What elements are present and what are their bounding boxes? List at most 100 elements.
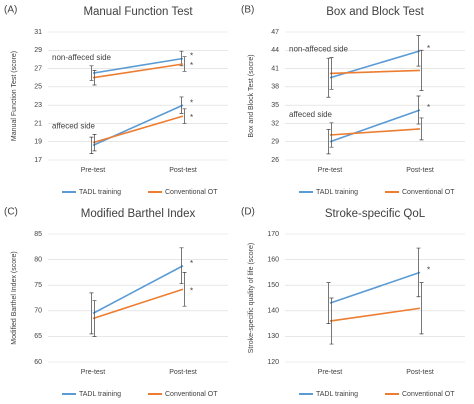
y-axis-label: Manual Function Test (score) (11, 51, 18, 141)
y-tick-label: 38 (271, 84, 279, 91)
y-tick-label: 60 (34, 359, 42, 366)
legend-label: TADL training (79, 189, 121, 196)
y-tick-label: 150 (267, 282, 279, 289)
error-bar (326, 129, 331, 155)
legend-label: Conventional OT (165, 391, 218, 398)
y-tick-label: 31 (34, 29, 42, 36)
error-bar (329, 297, 334, 345)
panel-label: (C) (4, 207, 18, 218)
error-bar (419, 49, 424, 91)
panel-label: (A) (4, 5, 17, 16)
x-tick-label: Pre-test (81, 369, 106, 376)
x-tick-label: Post-test (406, 369, 434, 376)
x-tick-label: Post-test (169, 167, 197, 174)
y-tick-label: 70 (34, 308, 42, 315)
significance-marker: * (190, 286, 193, 295)
panel-label: (D) (241, 207, 255, 218)
error-bar (89, 292, 94, 335)
legend-label: TADL training (316, 189, 358, 196)
error-bar (182, 272, 187, 307)
series-line (329, 128, 421, 136)
group-label: affeced side (52, 122, 96, 131)
significance-marker: * (190, 98, 193, 107)
error-bar (326, 282, 331, 324)
error-bar (419, 117, 424, 141)
legend-label: Conventional OT (165, 189, 218, 196)
y-tick-label: 21 (34, 120, 42, 127)
x-tick-label: Pre-test (318, 167, 343, 174)
y-tick-label: 17 (34, 157, 42, 164)
error-bar (182, 56, 187, 72)
significance-marker: * (427, 266, 430, 275)
series-line (92, 265, 184, 315)
series-line (329, 109, 421, 143)
y-tick-label: 35 (271, 102, 279, 109)
y-tick-label: 27 (34, 65, 42, 72)
x-tick-label: Pre-test (318, 369, 343, 376)
series-line (329, 271, 421, 304)
error-bar (416, 35, 421, 67)
y-tick-label: 29 (34, 47, 42, 54)
group-label: affeced side (289, 110, 333, 119)
series-line (92, 57, 184, 74)
series-line (329, 69, 421, 75)
y-axis-label: Stroke-specific quality of life (score) (248, 243, 255, 353)
x-tick-label: Post-test (406, 167, 434, 174)
legend-label: TADL training (79, 391, 121, 398)
series-line (92, 115, 184, 144)
y-tick-label: 44 (271, 47, 279, 54)
significance-marker: * (427, 44, 430, 53)
y-tick-label: 32 (271, 120, 279, 127)
error-bar (326, 57, 331, 98)
group-label: non-affeced side (289, 45, 349, 54)
y-tick-label: 19 (34, 139, 42, 146)
y-tick-label: 140 (267, 308, 279, 315)
y-axis-label: Box and Block Test (socre) (248, 54, 255, 137)
y-tick-label: 23 (34, 102, 42, 109)
legend-label: TADL training (316, 391, 358, 398)
y-tick-label: 85 (34, 231, 42, 238)
significance-marker: * (190, 61, 193, 70)
legend-label: Conventional OT (402, 391, 455, 398)
chart-title: Manual Function Test (83, 6, 193, 18)
series-line (92, 63, 184, 79)
y-tick-label: 25 (34, 84, 42, 91)
error-bar (89, 136, 94, 154)
significance-marker: * (190, 259, 193, 268)
x-tick-label: Post-test (169, 369, 197, 376)
error-bar (179, 247, 184, 285)
y-axis-label: Modified Barthel Index (score) (11, 251, 18, 344)
error-bar (416, 95, 421, 125)
y-tick-label: 65 (34, 333, 42, 340)
significance-marker: * (190, 52, 193, 61)
y-tick-label: 26 (271, 157, 279, 164)
error-bar (92, 134, 97, 152)
y-tick-label: 170 (267, 231, 279, 238)
error-bar (92, 300, 97, 337)
error-bar (419, 282, 424, 335)
significance-marker: * (190, 113, 193, 122)
error-bar (329, 122, 334, 148)
group-label: non-affeced side (52, 53, 112, 62)
y-tick-label: 75 (34, 282, 42, 289)
legend-label: Conventional OT (402, 189, 455, 196)
significance-marker: * (427, 103, 430, 112)
error-bar (92, 70, 97, 86)
series-line (329, 307, 421, 322)
y-tick-label: 160 (267, 256, 279, 263)
y-tick-label: 120 (267, 359, 279, 366)
y-tick-label: 41 (271, 65, 279, 72)
x-tick-label: Pre-test (81, 167, 106, 174)
panel-label: (B) (241, 5, 254, 16)
error-bar (179, 96, 184, 114)
y-tick-label: 47 (271, 29, 279, 36)
error-bar (89, 65, 94, 81)
error-bar (329, 57, 334, 90)
chart-title: Stroke-specific QoL (325, 208, 426, 220)
y-tick-label: 130 (267, 333, 279, 340)
y-tick-label: 80 (34, 256, 42, 263)
chart-title: Box and Block Test (326, 6, 424, 18)
error-bar (182, 108, 187, 124)
error-bar (416, 247, 421, 298)
